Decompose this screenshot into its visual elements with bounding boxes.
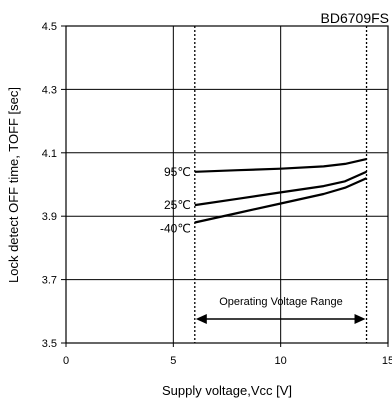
x-tick-label: 0 <box>63 355 69 367</box>
y-tick-label: 4.1 <box>42 148 57 160</box>
series-line <box>194 158 367 173</box>
x-axis-label: Supply voltage,Vcc [V] <box>162 383 292 398</box>
axis-ticks: 3.5 3.7 3.9 4.1 4.3 4.5 0 5 10 15 <box>42 21 392 367</box>
series-label: -40℃ <box>160 222 191 236</box>
y-tick-label: 4.3 <box>42 84 57 96</box>
chart-title: BD6709FS <box>321 10 389 26</box>
series-group <box>194 158 367 224</box>
operating-range-arrow-right-head <box>354 314 366 324</box>
operating-range-label: Operating Voltage Range <box>219 296 343 308</box>
operating-range-arrow-left-head <box>195 314 207 324</box>
y-tick-label: 3.7 <box>42 275 57 287</box>
x-tick-label: 10 <box>275 355 287 367</box>
y-tick-label: 4.5 <box>42 21 57 33</box>
series-label: 25℃ <box>164 198 191 212</box>
series-label: 95℃ <box>164 165 191 179</box>
y-tick-label: 3.5 <box>42 338 57 350</box>
series-line <box>194 170 367 207</box>
y-axis-label: Lock detect OFF time, TOFF [sec] <box>6 87 21 283</box>
y-tick-label: 3.9 <box>42 211 57 223</box>
x-tick-label: 5 <box>170 355 176 367</box>
x-tick-label: 15 <box>382 355 392 367</box>
grid <box>66 26 388 343</box>
series-labels: 95℃ 25℃ -40℃ <box>160 165 191 236</box>
operating-range-annotation: Operating Voltage Range <box>195 296 366 324</box>
plot-frame <box>65 25 389 344</box>
series-line <box>194 177 367 224</box>
operating-range-boundaries <box>194 26 368 343</box>
